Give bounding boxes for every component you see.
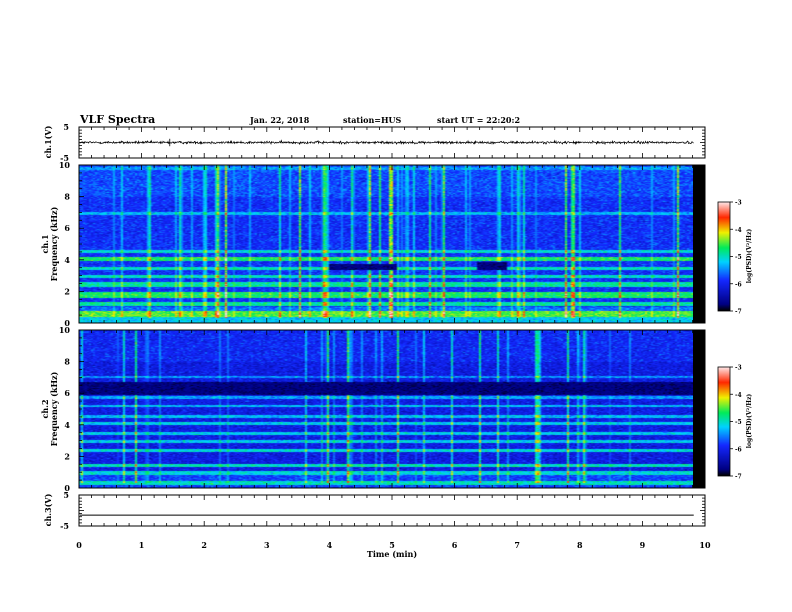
time-tick-labels: 0 1 2 3 4 5 6 7 8 9 10 (76, 540, 711, 550)
colorbar-ch2-gradient (718, 367, 730, 476)
frequency-tick-label: 2 (64, 286, 70, 296)
ch1-waveform-trace (79, 138, 694, 147)
ch1-spectrogram-image (79, 165, 693, 323)
colorbar-ch1-gradient (718, 202, 730, 311)
time-tick-label: 6 (452, 540, 458, 550)
ch1-spectrogram-ticks (78, 164, 706, 324)
colorbar-tick-label: -6 (735, 446, 742, 453)
frequency-tick-label: 6 (64, 388, 70, 398)
ch2-frequency-tick-labels: 0 2 4 6 8 10 (59, 325, 71, 493)
time-tick-label: 3 (264, 540, 270, 550)
panel-ch2-spectrogram: 0 2 4 6 8 10 ch.2 Frequency (kHz) (40, 325, 706, 493)
ch2-spectrogram-image (79, 330, 693, 488)
frequency-tick-label: 8 (64, 192, 70, 202)
frequency-tick-label: 0 (64, 483, 70, 493)
time-axis-label: Time (min) (367, 549, 417, 559)
colorbar-ch1-label: log(PSD)(V²/Hz) (746, 229, 753, 284)
frequency-tick-label: 2 (64, 451, 70, 461)
time-tick-label: 7 (514, 540, 520, 550)
colorbar-tick-label: -3 (735, 365, 742, 372)
colorbar-tick-label: -7 (735, 474, 742, 481)
colorbar-tick-label: -5 (735, 254, 742, 261)
colorbar-ch2-label: log(PSD)(V²/Hz) (746, 394, 753, 449)
header-date: Jan. 22, 2018 (249, 115, 310, 125)
frequency-tick-label: 10 (59, 160, 71, 170)
ch1-waveform-ticks (78, 126, 706, 159)
time-tick-label: 2 (201, 540, 207, 550)
time-tick-label: 4 (327, 540, 333, 550)
ch1-frequency-tick-labels: 0 2 4 6 8 10 (59, 160, 71, 328)
time-tick-label: 0 (76, 540, 82, 550)
colorbar-tick-label: -4 (735, 392, 742, 399)
frequency-tick-label: 4 (64, 255, 70, 265)
ch2-spectrogram-ticks (78, 329, 706, 489)
frequency-tick-label: 4 (64, 420, 70, 430)
header-start-time: start UT = 22:20:2 (437, 115, 520, 125)
ch1-ytick-5: 5 (63, 122, 69, 132)
colorbar-tick-label: -6 (735, 281, 742, 288)
colorbar-tick-label: -3 (735, 200, 742, 207)
colorbar-ch1-ticks: -3 -4 -5 -6 -7 (730, 200, 742, 316)
frequency-tick-label: 0 (64, 318, 70, 328)
colorbar-tick-label: -4 (735, 227, 742, 234)
ch3-waveform-frame (78, 494, 706, 527)
colorbar-ch2-ticks: -3 -4 -5 -6 -7 (730, 365, 742, 481)
frequency-tick-label: 10 (59, 325, 71, 335)
colorbar-tick-label: -5 (735, 419, 742, 426)
ch3-ytick-neg5: -5 (60, 521, 69, 531)
time-tick-label: 1 (139, 540, 145, 550)
ch1-waveform-ylabel: ch.1(V) (43, 125, 53, 158)
header-station: station=HUS (343, 115, 402, 125)
time-tick-label: 10 (699, 540, 711, 550)
colorbar-ch1: -3 -4 -5 -6 -7 log(PSD)(V²/Hz) (717, 200, 753, 316)
frequency-tick-label: 6 (64, 223, 70, 233)
time-tick-label: 5 (389, 540, 395, 550)
colorbar-tick-label: -7 (735, 309, 742, 316)
time-tick-label: 9 (640, 540, 646, 550)
figure-title: VLF Spectra (79, 113, 155, 126)
ch2-spectrogram-channel-label: ch.2 (40, 399, 50, 418)
colorbar-ch2: -3 -4 -5 -6 -7 log(PSD)(V²/Hz) (717, 365, 753, 481)
frequency-tick-label: 8 (64, 357, 70, 367)
ch1-waveform-line (79, 139, 694, 146)
time-tick-label: 8 (577, 540, 583, 550)
ch1-frequency-axis-label: Frequency (kHz) (49, 206, 59, 281)
panel-ch1-waveform: 5 -5 ch.1(V) (43, 122, 706, 163)
ch3-ytick-5: 5 (63, 490, 69, 500)
ch1-spectrogram-channel-label: ch.1 (40, 234, 50, 253)
ch2-frequency-axis-label: Frequency (kHz) (49, 371, 59, 446)
ch3-waveform-ylabel: ch.3(V) (43, 493, 53, 526)
panel-ch3-waveform: 5 -5 ch.3(V) 0 1 2 3 4 5 6 7 8 9 10 Time (min) (43, 490, 711, 559)
ch3-waveform-ticks (78, 494, 706, 527)
panel-ch1-spectrogram: 0 2 4 6 8 10 ch.1 Frequency (kHz) (40, 160, 706, 328)
ch1-ytick-neg5: -5 (60, 153, 69, 163)
